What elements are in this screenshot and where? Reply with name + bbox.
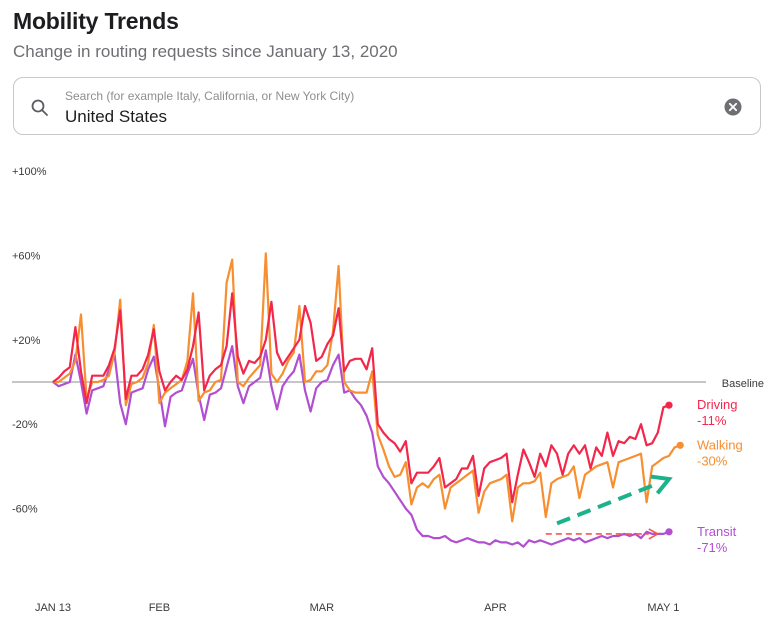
y-tick-label: +60%	[12, 250, 41, 262]
series-value-driving: -11%	[697, 413, 727, 428]
clear-icon[interactable]	[724, 98, 742, 116]
series-name-driving: Driving	[697, 397, 737, 412]
series-line-driving	[52, 292, 670, 504]
y-tick-label: -60%	[12, 504, 38, 516]
x-tick-label: MAR	[310, 602, 335, 614]
page-subtitle: Change in routing requests since January…	[13, 42, 398, 61]
baseline-label: Baseline	[722, 378, 764, 390]
mobility-chart: +100% +60% +20% -20% -60% Baseline JAN 13 FEB…	[12, 166, 764, 614]
series-line-transit	[52, 345, 670, 548]
trend-arrow-head	[650, 474, 673, 495]
series-value-walking: -30%	[697, 453, 728, 468]
series-name-transit: Transit	[697, 524, 737, 539]
search-placeholder: Search (for example Italy, California, o…	[65, 89, 355, 103]
series-end-dot-transit	[665, 528, 673, 536]
series-line-walking	[53, 252, 681, 523]
series-name-walking: Walking	[697, 437, 743, 452]
search-icon	[31, 99, 48, 116]
trend-arrow-head	[648, 528, 660, 540]
series-end-dot-walking	[676, 441, 684, 449]
page-title: Mobility Trends	[13, 8, 179, 34]
trend-arrow-line	[556, 483, 655, 526]
y-tick-label: -20%	[12, 419, 38, 431]
x-tick-label: MAY 1	[647, 602, 679, 614]
series-end-dot-driving	[665, 401, 673, 409]
x-tick-label: FEB	[149, 602, 170, 614]
x-tick-label: JAN 13	[35, 602, 71, 614]
y-tick-label: +100%	[12, 166, 47, 178]
series-value-transit: -71%	[697, 540, 728, 555]
search-input[interactable]: United States	[65, 107, 168, 126]
x-tick-label: APR	[484, 602, 507, 614]
y-tick-label: +20%	[12, 335, 41, 347]
search-box[interactable]: Search (for example Italy, California, o…	[13, 77, 761, 135]
